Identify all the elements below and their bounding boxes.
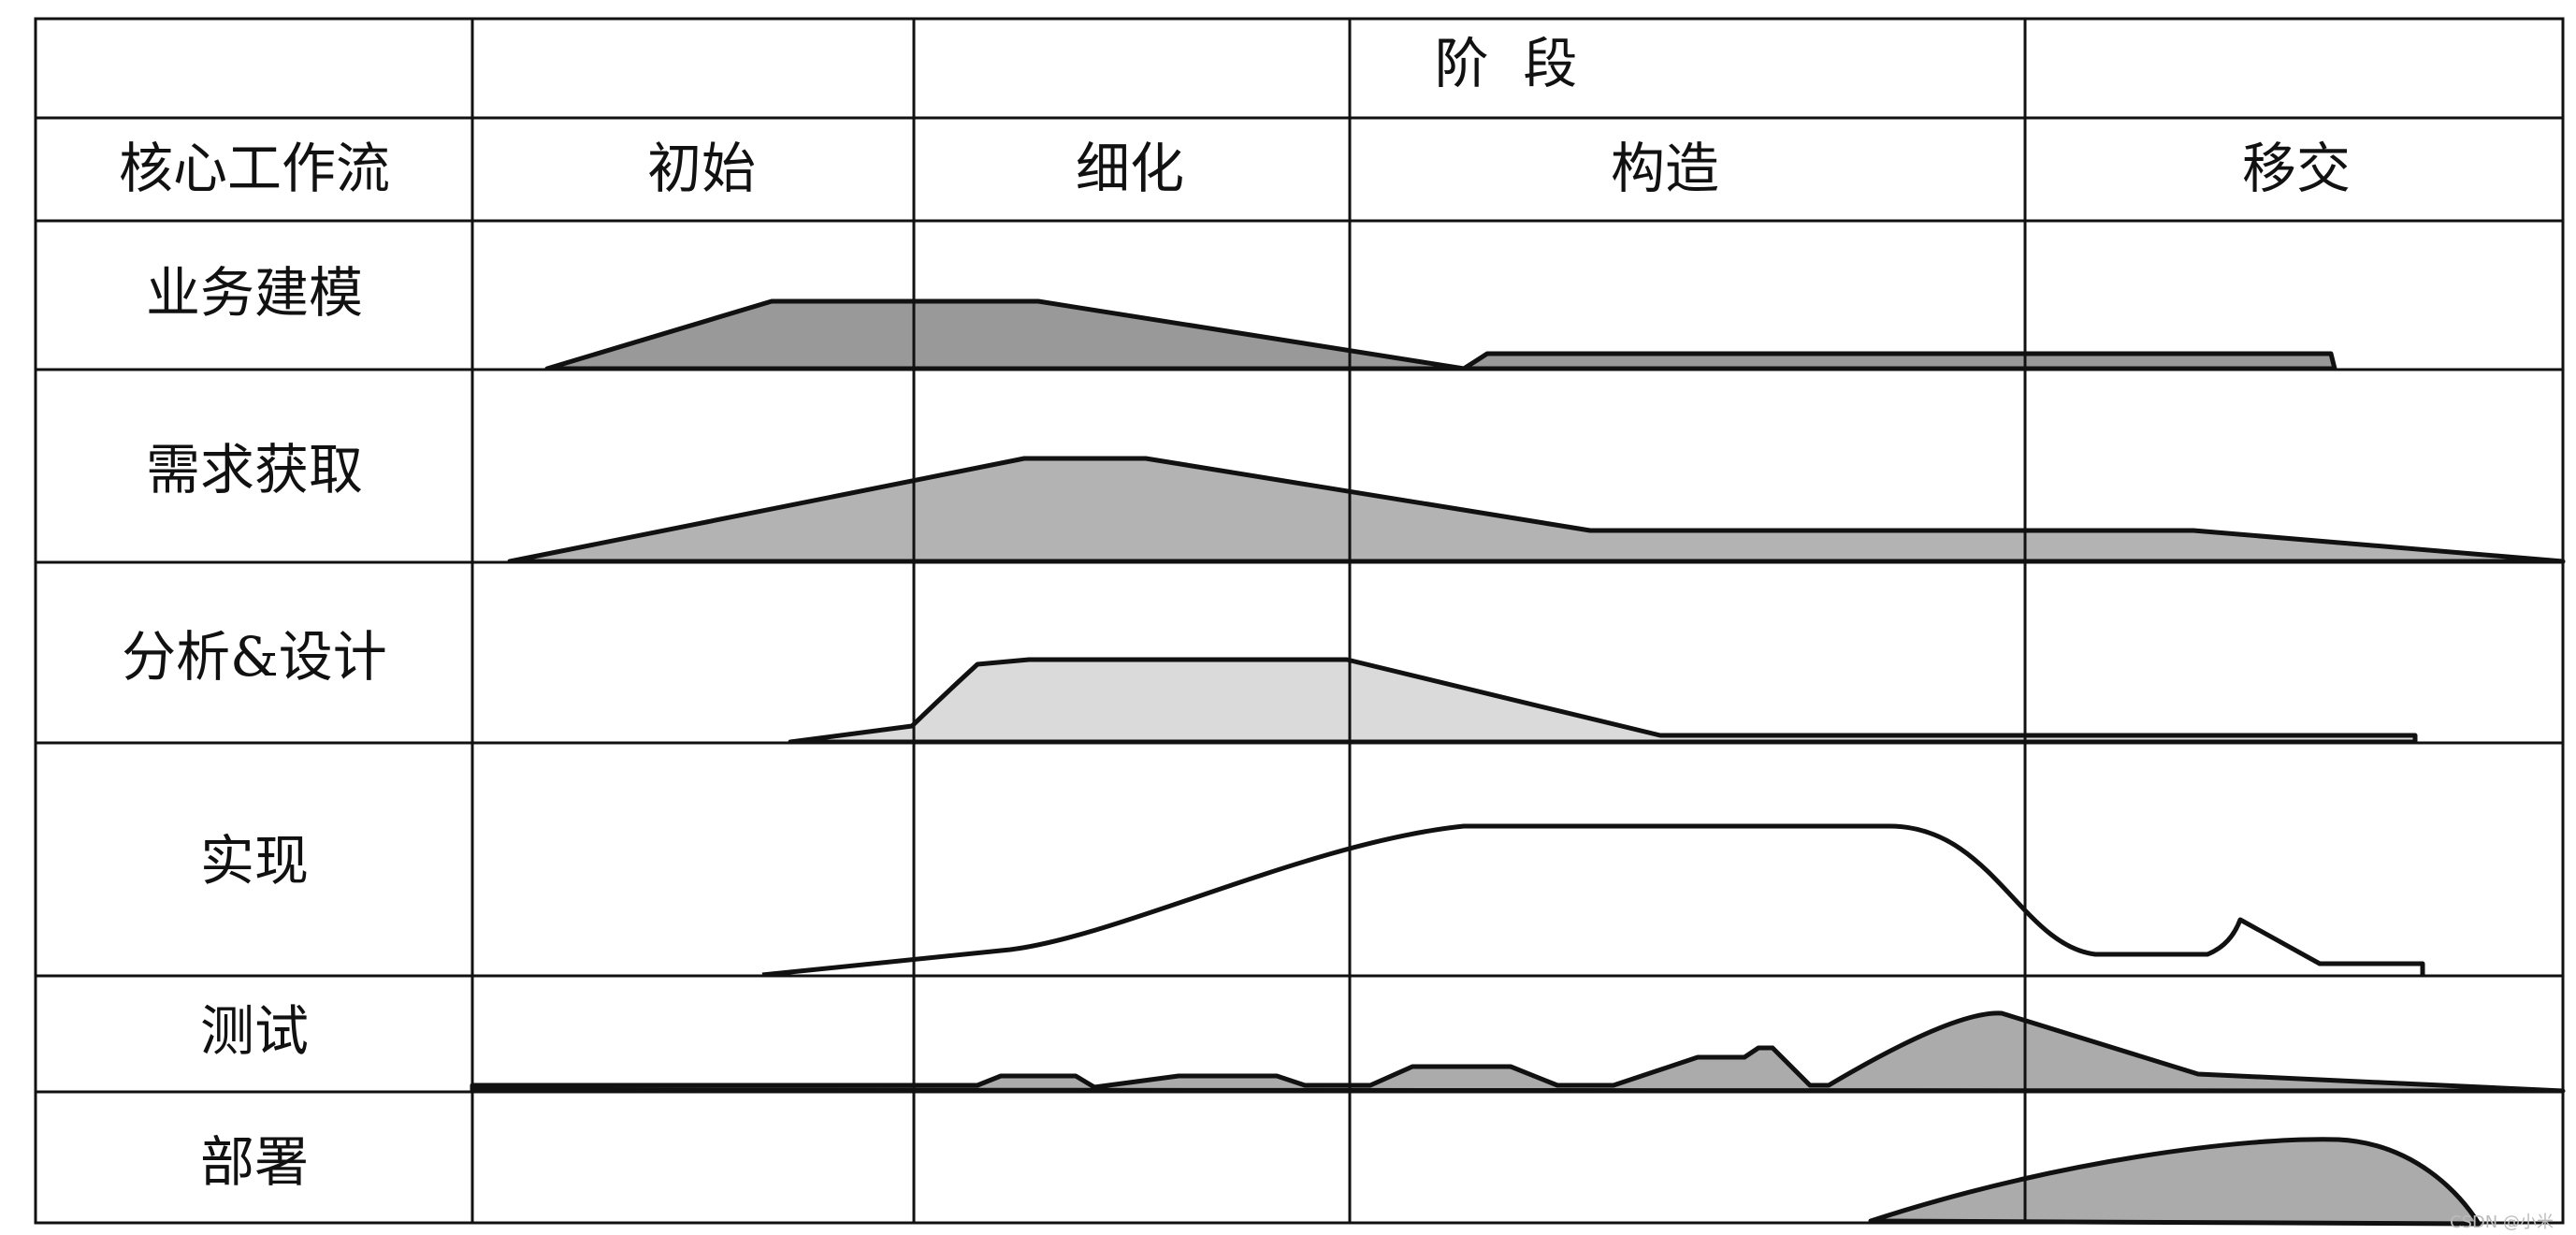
- workflow-label-testing: 测试: [200, 999, 309, 1063]
- workflow-column-header: 核心工作流: [119, 137, 390, 200]
- workflow-label-requirements: 需求获取: [146, 438, 363, 501]
- phase-construction: 构造: [1611, 137, 1719, 200]
- table-border: [34, 17, 2565, 1225]
- curve-implementation: [761, 823, 2425, 978]
- curve-business-modeling: [544, 298, 2337, 371]
- workflow-curves: [470, 298, 2566, 1227]
- workflow-label-deployment: 部署: [200, 1130, 309, 1194]
- curve-requirements: [507, 456, 2566, 564]
- curve-testing: [470, 1010, 2566, 1094]
- table-grid: [34, 17, 2565, 1225]
- curve-analysis-design: [788, 657, 2418, 745]
- stage-header: 阶 段: [1435, 32, 1578, 95]
- phase-transition: 移交: [2242, 137, 2351, 200]
- watermark: CSDN @小米: [2450, 1213, 2554, 1232]
- workflow-label-implementation: 实现: [200, 829, 309, 893]
- phase-elaboration: 细化: [1076, 137, 1184, 200]
- workflow-label-business-modeling: 业务建模: [146, 261, 363, 325]
- curve-deployment: [1868, 1137, 2482, 1227]
- workflow-label-analysis-design: 分析&设计: [122, 625, 387, 689]
- phase-inception: 初始: [647, 137, 756, 200]
